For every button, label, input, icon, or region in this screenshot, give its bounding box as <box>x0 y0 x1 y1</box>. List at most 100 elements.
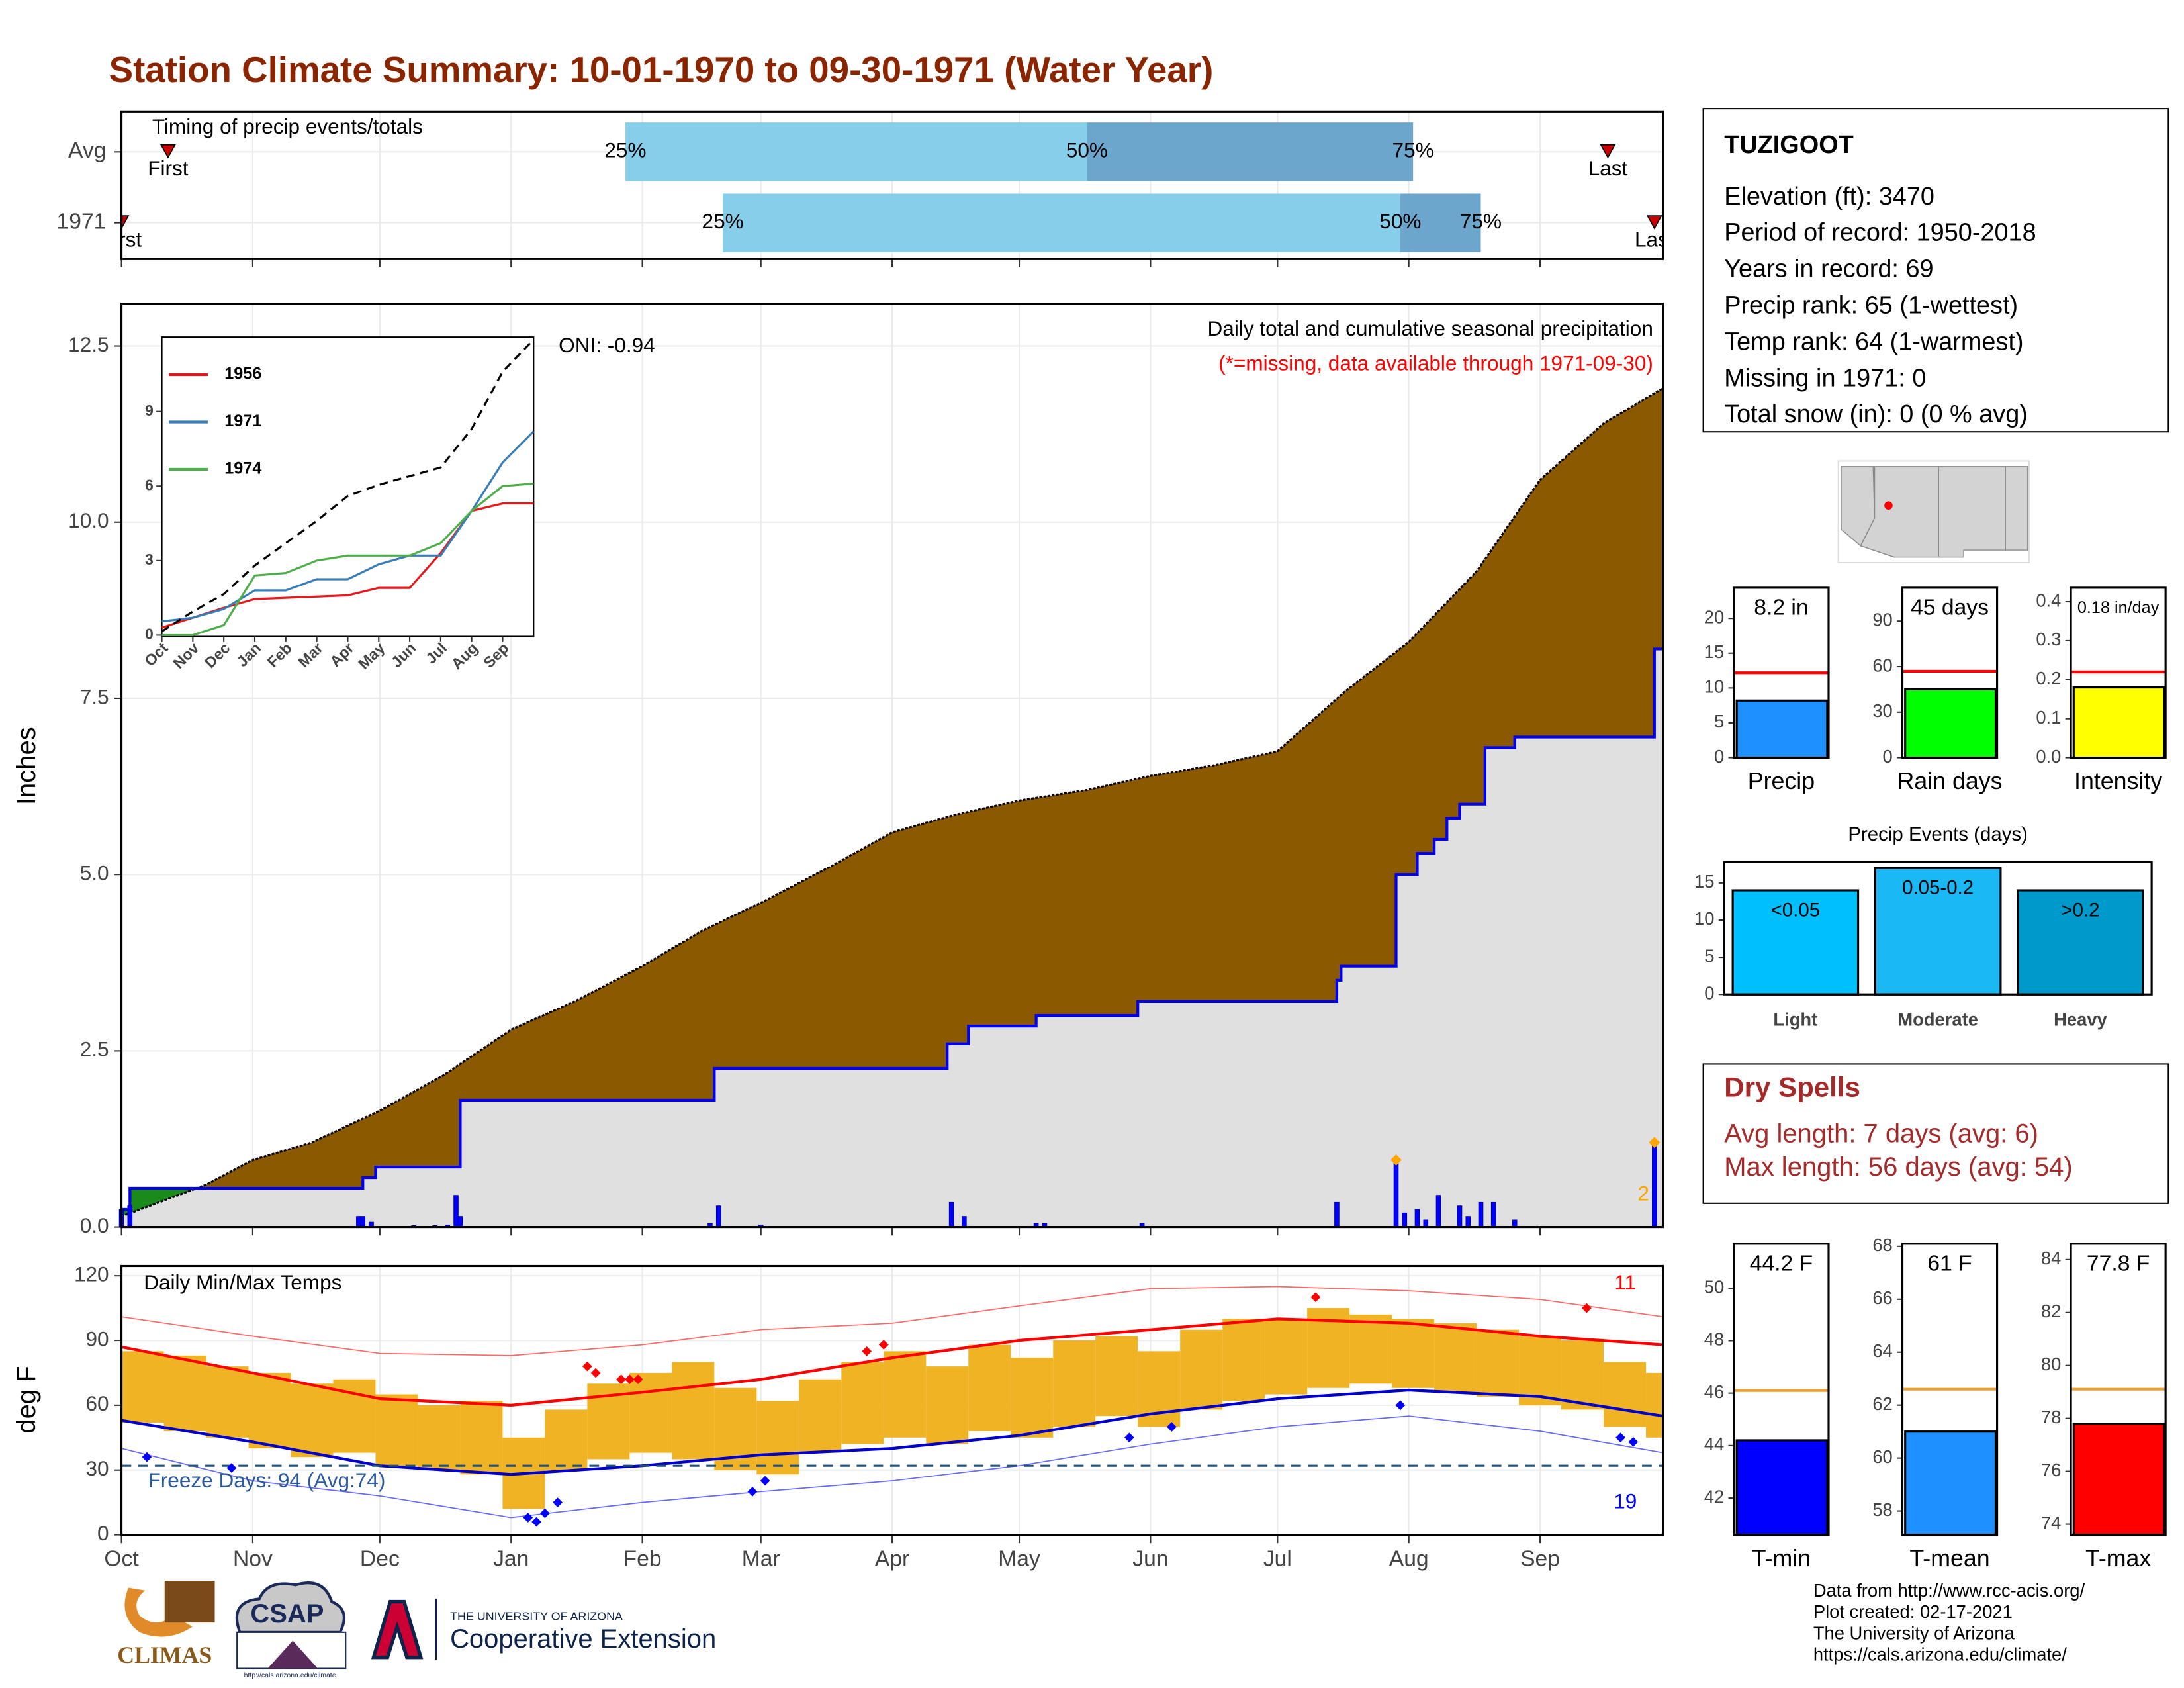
x-tick-label: Light <box>1773 1009 1817 1029</box>
temp-title: Daily Min/Max Temps <box>144 1270 341 1294</box>
y-tick-label: 30 <box>86 1456 109 1480</box>
y-tick-label: 50 <box>1704 1276 1724 1297</box>
daily-precip-bar <box>1414 1209 1420 1228</box>
quantile-bar <box>625 122 1087 181</box>
station-dot <box>1884 501 1893 510</box>
record-marker <box>540 1508 550 1519</box>
y-tick-label: 0.0 <box>80 1213 109 1237</box>
freeze-label: Freeze Days: 94 (Avg:74) <box>148 1468 386 1492</box>
y-tick-label: 5 <box>1714 711 1724 731</box>
panel-border <box>1733 586 1830 759</box>
x-tick-label: Feb <box>623 1546 662 1571</box>
value-label: 61 F <box>1927 1251 1972 1276</box>
legend-label: 1971 <box>224 412 261 430</box>
y-tick-label: 15 <box>1694 871 1714 892</box>
avg-cumulative-line <box>120 387 1664 1218</box>
legend-label: 1974 <box>224 459 261 478</box>
daily-temp-range <box>1477 1329 1520 1397</box>
y-tick-label: 78 <box>2041 1407 2061 1427</box>
daily-temp-range <box>1095 1336 1138 1417</box>
y-tick-label: 0 <box>97 1521 109 1545</box>
x-tick-label: T-mean <box>1909 1545 1989 1571</box>
x-tick-label: Mar <box>742 1546 780 1571</box>
row-label: 1971 <box>57 210 107 234</box>
timing-marker <box>1646 215 1662 230</box>
daily-temp-range <box>1053 1340 1096 1427</box>
daily-precip-bar <box>1402 1212 1408 1228</box>
y-tick-label: 60 <box>1872 1446 1892 1467</box>
timing-marker-label: First <box>101 227 142 251</box>
bar <box>1731 889 1860 996</box>
x-tick-label: May <box>998 1546 1040 1571</box>
daily-temp-range <box>1265 1319 1308 1395</box>
y-tick-label: 5.0 <box>80 861 109 885</box>
y-tick-label: 0 <box>1714 746 1724 767</box>
record-marker <box>625 1374 635 1385</box>
inset-average-line <box>161 338 535 633</box>
x-tick-label: T-max <box>2085 1545 2151 1571</box>
value-label: 8.2 in <box>1754 595 1808 620</box>
record-marker <box>1124 1432 1134 1443</box>
daily-precip-bar <box>1490 1201 1496 1228</box>
cumulative-line <box>121 647 1663 1211</box>
ua-name: THE UNIVERSITY OF ARIZONA <box>450 1609 623 1622</box>
daily-temp-range <box>629 1372 672 1453</box>
daily-temp-range <box>418 1405 461 1470</box>
y-tick-label: 84 <box>2041 1248 2061 1268</box>
station-info: Years in record: 69 <box>1724 256 1933 283</box>
dry-spells-line: Avg length: 7 days (avg: 6) <box>1724 1119 2038 1148</box>
x-tick-label: Moderate <box>1897 1009 1978 1029</box>
y-tick-label: 9 <box>145 402 154 419</box>
record-marker <box>590 1368 601 1378</box>
timing-marker <box>121 215 130 230</box>
daily-temp-range <box>206 1366 249 1438</box>
y-tick-label: 0 <box>1704 982 1714 1003</box>
x-tick-label: T-min <box>1752 1545 1811 1571</box>
daily-temp-range <box>672 1362 715 1460</box>
record-marker <box>531 1517 541 1527</box>
bar-label: >0.2 <box>2061 899 2099 921</box>
y-tick-label: 3 <box>145 551 154 568</box>
csap-mountain <box>267 1640 318 1669</box>
daily-precip-bar <box>1393 1160 1399 1228</box>
panel-border <box>120 1264 1664 1536</box>
daily-temp-range <box>163 1355 206 1432</box>
y-axis-label: deg F <box>12 1366 41 1433</box>
map-state <box>2005 466 2028 551</box>
panel-border <box>1733 1243 1830 1536</box>
daily-precip-bar <box>1435 1195 1441 1228</box>
footer-line: Data from http://www.rcc-acis.org/ <box>1813 1580 2085 1601</box>
y-tick-label: 48 <box>1704 1329 1724 1350</box>
y-tick-label: 12.5 <box>68 332 109 356</box>
csap-text: CSAP <box>250 1599 324 1628</box>
y-tick-label: 66 <box>1872 1288 1892 1308</box>
daily-temp-range <box>375 1394 418 1466</box>
station-info: Elevation (ft): 3470 <box>1724 183 1934 211</box>
ua-a <box>371 1599 424 1660</box>
timing-marker-label: Last <box>1635 227 1674 251</box>
climas-block <box>164 1580 215 1623</box>
daily-temp-range <box>926 1366 969 1444</box>
y-tick-label: 62 <box>1872 1393 1892 1414</box>
daily-temp-range <box>1180 1329 1223 1410</box>
y-tick-label: 6 <box>145 476 154 493</box>
x-tick-label: Oct <box>104 1546 139 1571</box>
y-tick-label: 30 <box>1872 700 1892 721</box>
timing-marker-label: Last <box>1588 156 1628 180</box>
y-tick-label: 60 <box>86 1391 109 1415</box>
daily-temp-range <box>1519 1336 1562 1405</box>
daily-precip-bar <box>360 1216 366 1228</box>
quantile-label: 50% <box>1066 138 1108 162</box>
panel-border <box>1901 1243 1999 1536</box>
daily-temp-range <box>1392 1319 1435 1388</box>
daily-temp-range <box>1349 1314 1392 1384</box>
panel-border <box>1723 861 2153 996</box>
csap-url: http://cals.arizona.edu/climate <box>244 1671 336 1679</box>
timing-clip: First Last First Last <box>101 144 1674 251</box>
y-tick-label: 46 <box>1704 1382 1724 1402</box>
daily-precip-bar <box>127 1205 133 1228</box>
daily-temp-range <box>1434 1323 1477 1393</box>
y-tick-label: 2.5 <box>80 1037 109 1061</box>
